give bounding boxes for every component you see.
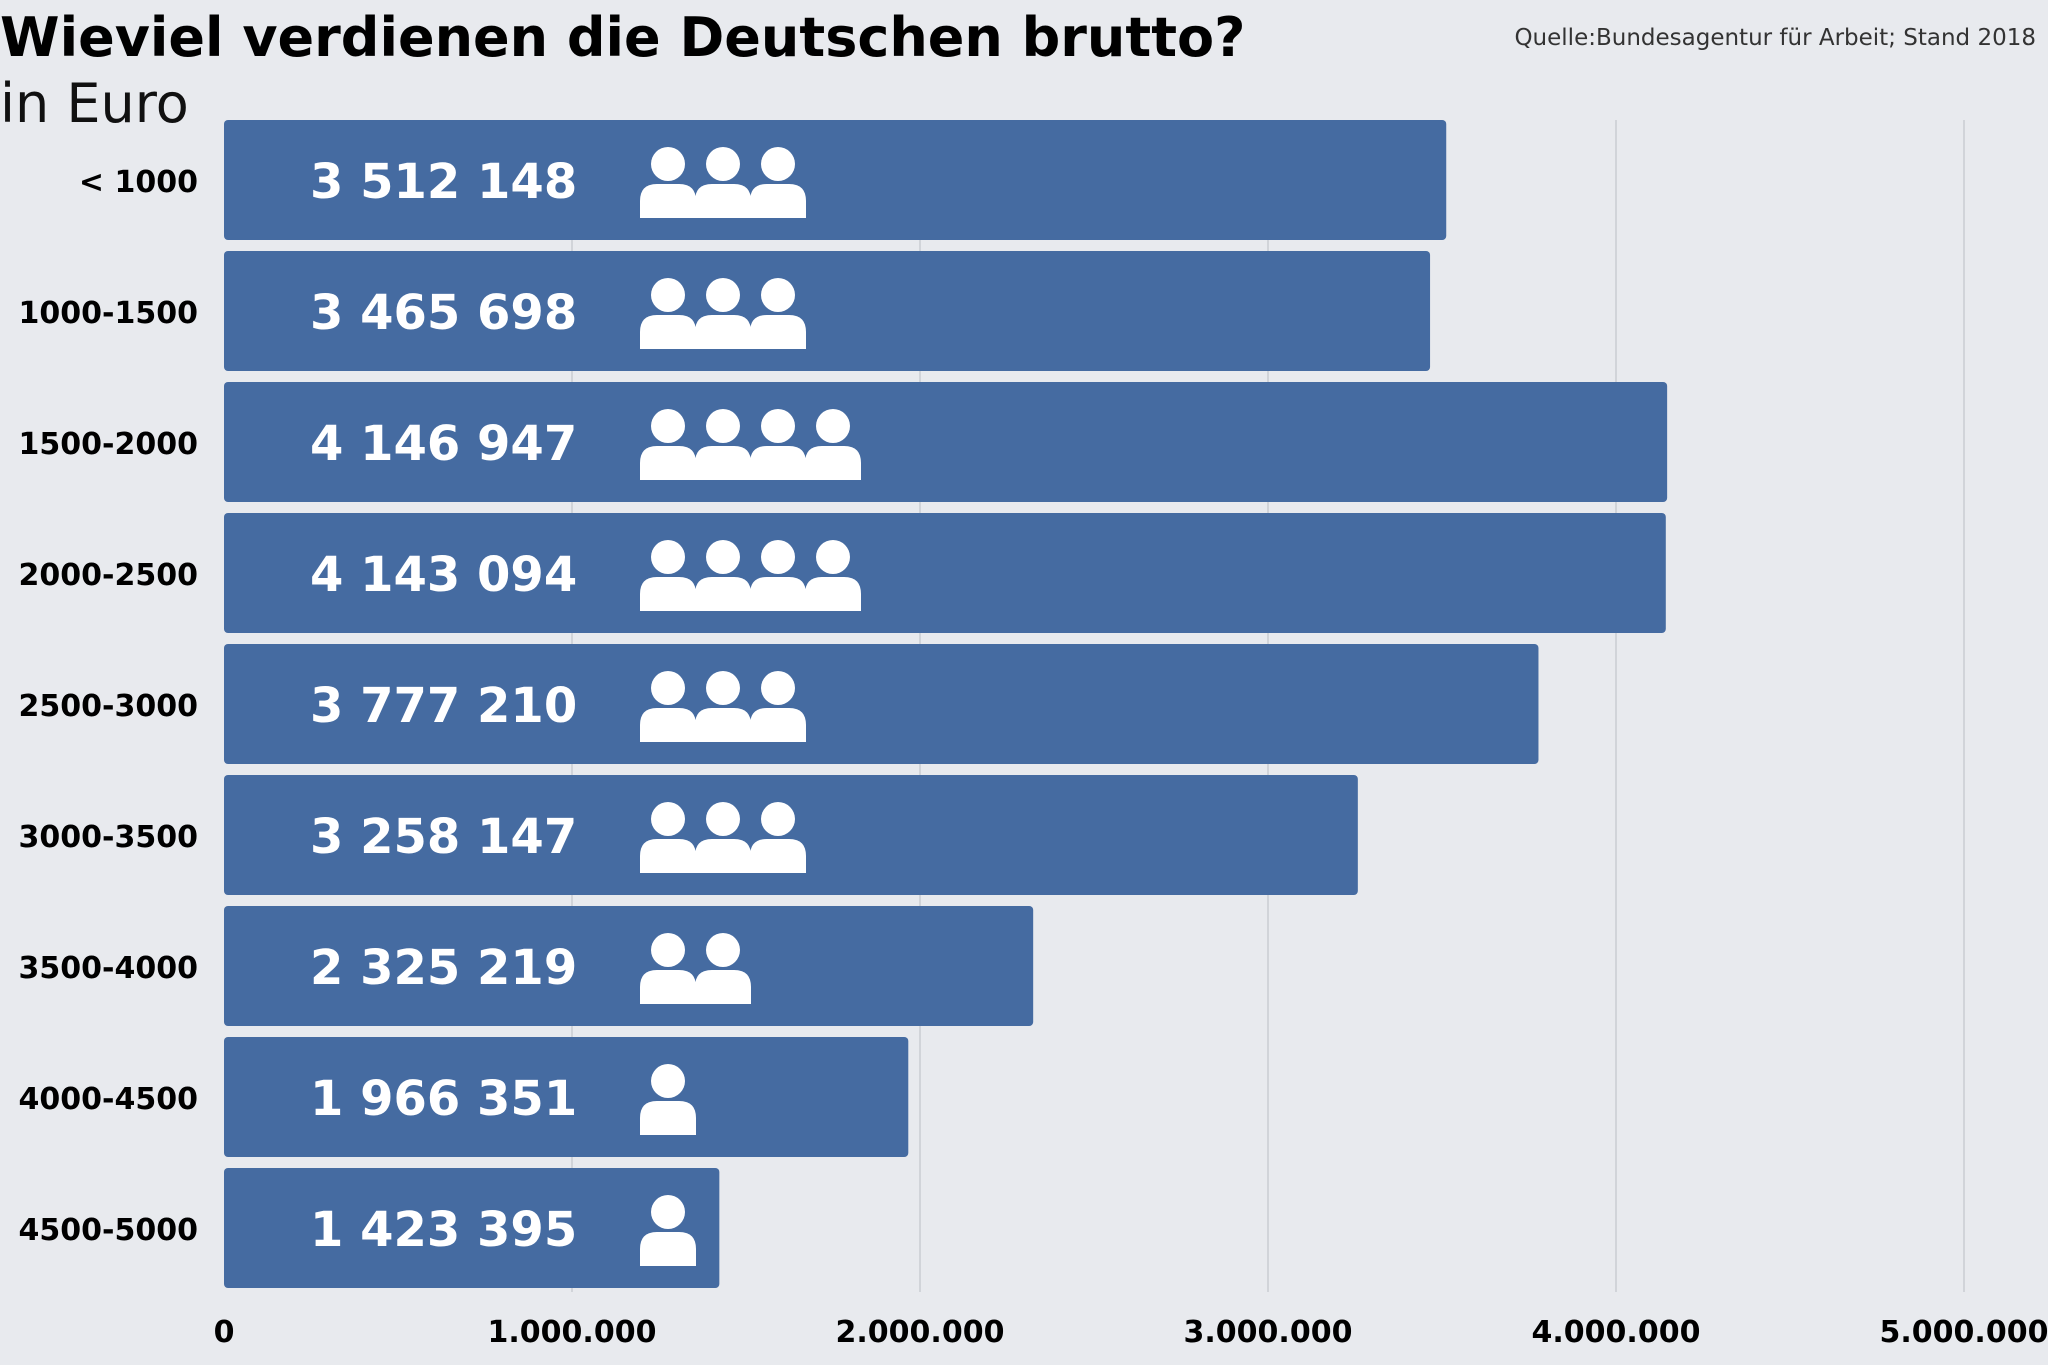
person-icon	[640, 933, 696, 1004]
bar-value-label: 1 423 395	[310, 1202, 577, 1258]
person-icon	[695, 278, 751, 349]
category-label: < 1000	[79, 165, 198, 200]
chart-subtitle: in Euro	[0, 72, 189, 135]
bar	[224, 1168, 720, 1288]
bar-value-label: 4 146 947	[310, 416, 577, 472]
category-label: 2000-2500	[19, 558, 198, 593]
bar-value-label: 3 258 147	[310, 809, 577, 865]
x-axis-tick-labels: 0 1.000.000 2.000.000 3.000.000 4.000.000 5.0…	[214, 1315, 2048, 1350]
bar	[224, 644, 1539, 764]
bar-row: 3 777 210	[224, 644, 1539, 764]
bar-value-label: 1 966 351	[310, 1071, 577, 1127]
person-icon	[640, 1195, 696, 1266]
person-icon	[695, 933, 751, 1004]
bar-row: 1 966 351	[224, 1037, 909, 1157]
person-icon	[695, 540, 751, 611]
category-label: 4000-4500	[19, 1082, 198, 1117]
x-tick-label: 2.000.000	[836, 1315, 1005, 1350]
bar	[224, 251, 1431, 371]
bar-row: 4 146 947	[224, 382, 1668, 502]
person-icon	[750, 278, 806, 349]
bar-value-label: 3 465 698	[310, 285, 577, 341]
person-icon	[805, 540, 861, 611]
bar-value-label: 2 325 219	[310, 940, 577, 996]
x-tick-label: 1.000.000	[488, 1315, 657, 1350]
person-icon	[640, 540, 696, 611]
person-icon	[640, 147, 696, 218]
chart-title: Wieviel verdienen die Deutschen brutto?	[0, 6, 1245, 69]
x-tick-label: 4.000.000	[1532, 1315, 1701, 1350]
bar-row: 3 258 147	[224, 775, 1358, 895]
person-icon	[640, 409, 696, 480]
bar-row: 1 423 395	[224, 1168, 720, 1288]
bar-value-label: 3 512 148	[310, 154, 577, 210]
bar-row: 2 325 219	[224, 906, 1034, 1026]
chart-source: Quelle:Bundesagentur für Arbeit; Stand 2…	[1514, 25, 2036, 51]
category-label: 1500-2000	[19, 427, 198, 462]
bar-row: 3 512 148	[224, 120, 1447, 240]
person-icon	[695, 147, 751, 218]
bar-row: 4 143 094	[224, 513, 1666, 633]
category-label: 3500-4000	[19, 951, 198, 986]
bars: 3 512 148 3 465 698 4 146 947 4 143 094 3 77…	[224, 120, 1668, 1288]
person-icon	[750, 409, 806, 480]
person-icon	[805, 409, 861, 480]
category-label: 4500-5000	[19, 1213, 198, 1248]
person-icon	[695, 671, 751, 742]
bar	[224, 513, 1666, 633]
person-icon	[640, 671, 696, 742]
person-icon	[640, 278, 696, 349]
x-tick-label: 5.000.000	[1880, 1315, 2048, 1350]
person-icon	[750, 147, 806, 218]
x-tick-label: 0	[214, 1315, 235, 1350]
bar-value-label: 4 143 094	[310, 547, 577, 603]
bar	[224, 775, 1358, 895]
category-labels: < 1000 1000-1500 1500-2000 2000-2500 2500-30…	[19, 165, 198, 1248]
bar	[224, 906, 1034, 1026]
category-label: 1000-1500	[19, 296, 198, 331]
bar-row: 3 465 698	[224, 251, 1431, 371]
bar	[224, 1037, 909, 1157]
person-icon	[640, 802, 696, 873]
bar	[224, 382, 1668, 502]
category-label: 3000-3500	[19, 820, 198, 855]
bar-value-label: 3 777 210	[310, 678, 577, 734]
person-icon	[695, 802, 751, 873]
x-tick-label: 3.000.000	[1184, 1315, 1353, 1350]
person-icon	[750, 540, 806, 611]
category-label: 2500-3000	[19, 689, 198, 724]
person-icon	[695, 409, 751, 480]
person-icon	[750, 671, 806, 742]
person-icon	[640, 1064, 696, 1135]
person-icon	[750, 802, 806, 873]
bar	[224, 120, 1447, 240]
